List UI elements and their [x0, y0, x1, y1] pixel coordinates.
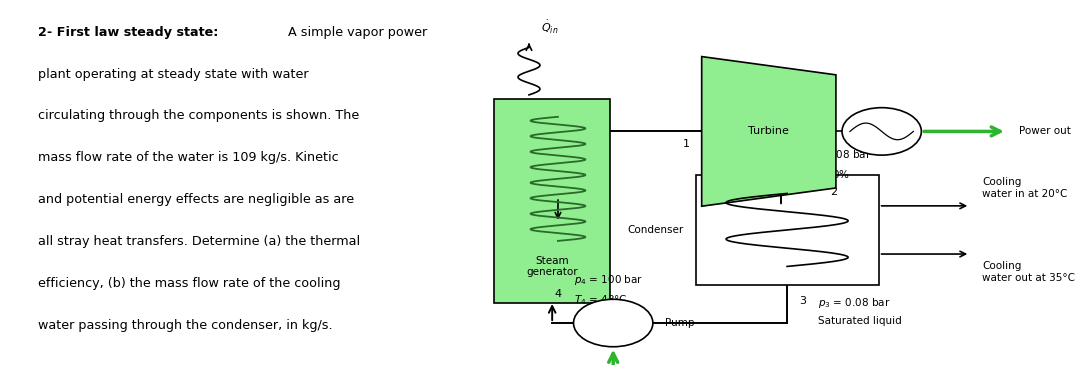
Text: efficiency, (b) the mass flow rate of the cooling: efficiency, (b) the mass flow rate of th…: [38, 277, 340, 291]
Text: Turbine: Turbine: [748, 126, 789, 137]
Text: $T_1$ = 520°C: $T_1$ = 520°C: [707, 94, 768, 108]
Text: circulating through the components is shown. The: circulating through the components is sh…: [38, 110, 359, 123]
Text: Saturated liquid: Saturated liquid: [818, 316, 902, 326]
Circle shape: [573, 299, 652, 347]
Text: $p_4$ = 100 bar: $p_4$ = 100 bar: [573, 273, 643, 287]
Polygon shape: [702, 57, 836, 206]
Text: Pump: Pump: [665, 318, 694, 328]
Text: 1: 1: [683, 139, 689, 149]
Circle shape: [842, 108, 921, 155]
Text: 2- First law steady state:: 2- First law steady state:: [38, 26, 218, 39]
Text: and potential energy effects are negligible as are: and potential energy effects are negligi…: [38, 193, 354, 207]
Text: 2: 2: [829, 187, 837, 197]
Text: A simple vapor power: A simple vapor power: [284, 26, 428, 39]
Text: $p_1$ = 100 bar: $p_1$ = 100 bar: [707, 66, 777, 80]
Text: all stray heat transfers. Determine (a) the thermal: all stray heat transfers. Determine (a) …: [38, 235, 360, 249]
FancyBboxPatch shape: [495, 99, 610, 303]
Text: Power out: Power out: [1020, 126, 1071, 137]
Text: Condenser: Condenser: [627, 225, 684, 235]
Text: Cooling
water in at 20°C: Cooling water in at 20°C: [983, 177, 1068, 199]
Text: Cooling
water out at 35°C: Cooling water out at 35°C: [983, 261, 1076, 283]
Text: mass flow rate of the water is 109 kg/s. Kinetic: mass flow rate of the water is 109 kg/s.…: [38, 151, 338, 165]
Text: $\dot{Q}_{in}$: $\dot{Q}_{in}$: [541, 19, 558, 36]
Text: water passing through the condenser, in kg/s.: water passing through the condenser, in …: [38, 319, 333, 333]
Text: $x_2$ = 90%: $x_2$ = 90%: [799, 169, 850, 182]
Text: 4: 4: [554, 289, 562, 299]
FancyBboxPatch shape: [696, 175, 879, 285]
Text: Steam
generator: Steam generator: [526, 255, 578, 277]
Text: plant operating at steady state with water: plant operating at steady state with wat…: [38, 68, 308, 81]
Text: 3: 3: [799, 296, 807, 306]
Text: $p_3$ = 0.08 bar: $p_3$ = 0.08 bar: [818, 296, 890, 310]
Text: $T_4$ = 43°C: $T_4$ = 43°C: [573, 293, 627, 307]
Text: $p_2$ = 0.08 bar: $p_2$ = 0.08 bar: [799, 149, 872, 162]
